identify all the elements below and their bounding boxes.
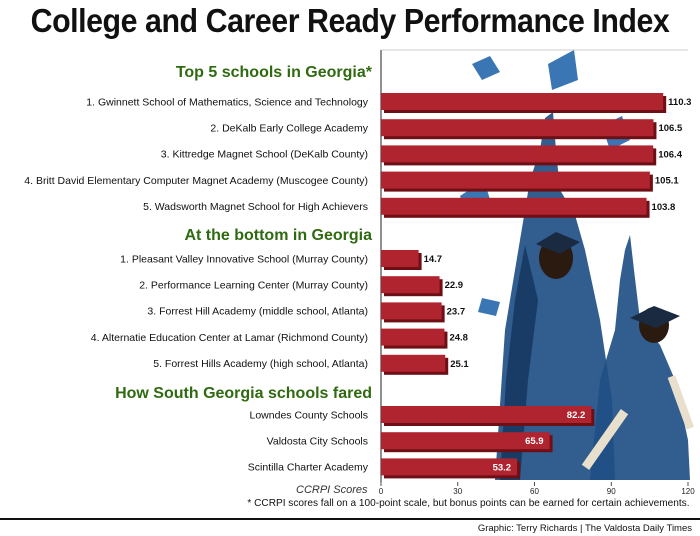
category-label: 1. Gwinnett School of Mathematics, Scien…	[86, 96, 368, 108]
value-label: 103.8	[652, 202, 676, 213]
category-label: 3. Kittredge Magnet School (DeKalb Count…	[161, 149, 368, 161]
bar	[381, 171, 650, 189]
category-label: 4. Alternatie Education Center at Lamar …	[91, 332, 368, 344]
bar	[381, 197, 647, 215]
value-label: 22.9	[445, 280, 464, 291]
bar	[381, 93, 664, 110]
bar	[381, 119, 654, 137]
bottom-rule	[0, 518, 700, 520]
graduates-illustration	[460, 50, 695, 480]
x-tick-label: 90	[607, 487, 616, 496]
category-label: Lowndes County Schools	[250, 409, 369, 421]
x-axis-label: CCRPI Scores	[296, 484, 368, 496]
x-tick-label: 30	[453, 487, 462, 496]
section-heading: Top 5 schools in Georgia*	[176, 64, 373, 81]
x-tick-label: 120	[681, 487, 695, 496]
bar	[381, 458, 518, 476]
value-label: 14.7	[424, 254, 443, 265]
value-label: 110.3	[668, 97, 691, 108]
x-tick-label: 60	[530, 487, 539, 496]
value-label: 23.7	[447, 306, 466, 317]
category-label: Valdosta City Schools	[267, 436, 368, 448]
category-label: 3. Forrest Hill Academy (middle school, …	[147, 306, 368, 318]
value-label: 106.4	[658, 149, 682, 160]
bar	[381, 328, 445, 346]
category-label: 2. DeKalb Early College Academy	[210, 123, 368, 135]
x-tick-label: 0	[379, 487, 384, 496]
section-heading: At the bottom in Georgia	[184, 227, 372, 244]
value-label: 53.2	[493, 462, 512, 473]
bar	[381, 250, 419, 267]
value-label: 24.8	[449, 333, 468, 344]
value-label: 106.5	[658, 123, 682, 134]
value-label: 65.9	[525, 436, 544, 447]
category-label: Scintilla Charter Academy	[248, 462, 369, 474]
category-label: 4. Britt David Elementary Computer Magne…	[24, 175, 368, 187]
value-label: 105.1	[655, 176, 679, 187]
category-label: 5. Forrest Hills Academy (high school, A…	[153, 358, 368, 370]
bar	[381, 276, 440, 294]
category-label: 2. Performance Learning Center (Murray C…	[139, 280, 368, 292]
section-heading: How South Georgia schools fared	[115, 385, 372, 402]
bar	[381, 145, 654, 163]
category-label: 1. Pleasant Valley Innovative School (Mu…	[120, 253, 368, 265]
value-label: 82.2	[567, 410, 586, 421]
category-label: 5. Wadsworth Magnet School for High Achi…	[143, 201, 368, 213]
graphic-credit: Graphic: Terry Richards | The Valdosta D…	[477, 523, 692, 534]
footnote: * CCRPI scores fall on a 100-point scale…	[247, 497, 690, 509]
chart-title: College and Career Ready Performance Ind…	[30, 2, 670, 39]
bar	[381, 354, 446, 372]
value-label: 25.1	[450, 359, 469, 370]
bar	[381, 302, 442, 320]
bar	[381, 432, 550, 450]
bar	[381, 406, 592, 423]
